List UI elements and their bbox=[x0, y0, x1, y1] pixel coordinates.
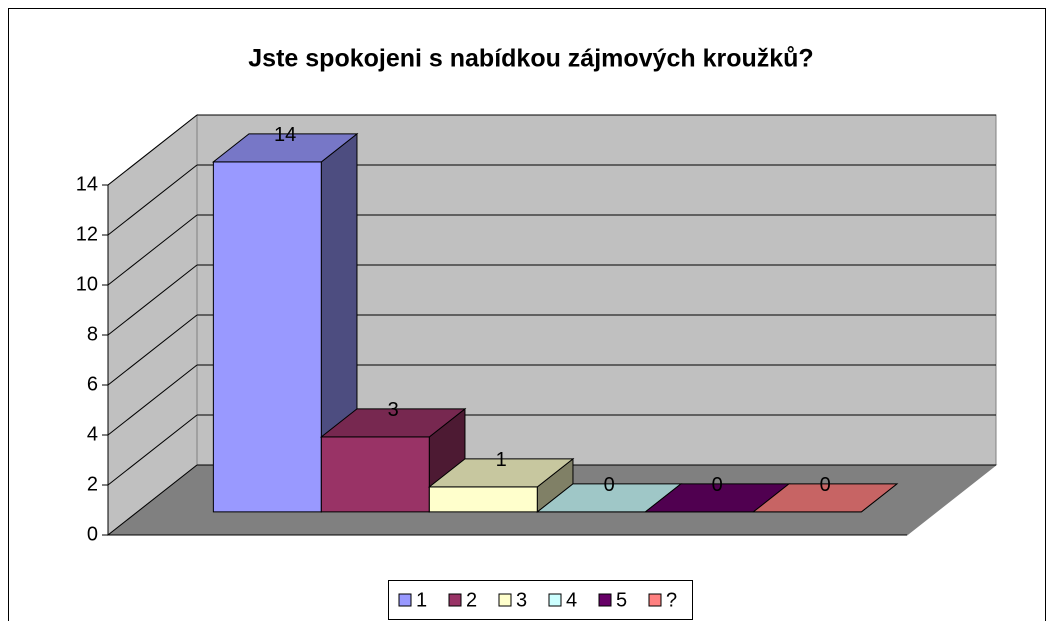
bar-top bbox=[427, 458, 575, 488]
grid-line bbox=[107, 114, 198, 186]
legend-label: 2 bbox=[466, 589, 477, 611]
legend-label: 5 bbox=[616, 589, 627, 611]
bar-front bbox=[320, 436, 430, 513]
grid-line bbox=[107, 364, 198, 436]
y-tick-label: 0 bbox=[87, 523, 98, 545]
bar-front bbox=[428, 486, 538, 513]
y-tick-label: 14 bbox=[76, 173, 98, 195]
bar-top bbox=[319, 408, 467, 438]
legend-box bbox=[388, 580, 693, 620]
grid-line bbox=[107, 164, 198, 236]
bar-top bbox=[751, 483, 899, 513]
data-label: 0 bbox=[820, 474, 831, 496]
legend-swatch bbox=[498, 593, 512, 607]
bar bbox=[751, 483, 899, 513]
legend-swatch bbox=[648, 593, 662, 607]
y-tick-label: 4 bbox=[87, 423, 98, 445]
y-tick-label: 6 bbox=[87, 373, 98, 395]
legend-label: ? bbox=[666, 589, 677, 611]
bar-top bbox=[211, 133, 359, 163]
legend-label: 3 bbox=[516, 589, 527, 611]
y-tick-label: 2 bbox=[87, 473, 98, 495]
y-tick-label: 10 bbox=[76, 273, 98, 295]
y-tick-label: 8 bbox=[87, 323, 98, 345]
legend-swatch bbox=[598, 593, 612, 607]
grid-line bbox=[107, 214, 198, 286]
data-label: 0 bbox=[712, 474, 723, 496]
y-tick-label: 12 bbox=[76, 223, 98, 245]
data-label: 14 bbox=[274, 124, 296, 146]
grid-line bbox=[107, 414, 198, 486]
grid-line bbox=[107, 464, 198, 536]
data-label: 0 bbox=[604, 474, 615, 496]
data-label: 1 bbox=[496, 449, 507, 471]
data-label: 3 bbox=[388, 399, 399, 421]
bar bbox=[427, 457, 575, 513]
legend-label: 1 bbox=[416, 589, 427, 611]
chart-title: Jste spokojeni s nabídkou zájmových krou… bbox=[248, 45, 813, 73]
bar-front bbox=[212, 161, 322, 513]
legend-swatch bbox=[398, 593, 412, 607]
grid-line bbox=[107, 314, 198, 386]
grid-line bbox=[107, 264, 198, 336]
legend-swatch bbox=[448, 593, 462, 607]
legend-swatch bbox=[548, 593, 562, 607]
legend-label: 4 bbox=[566, 589, 577, 611]
